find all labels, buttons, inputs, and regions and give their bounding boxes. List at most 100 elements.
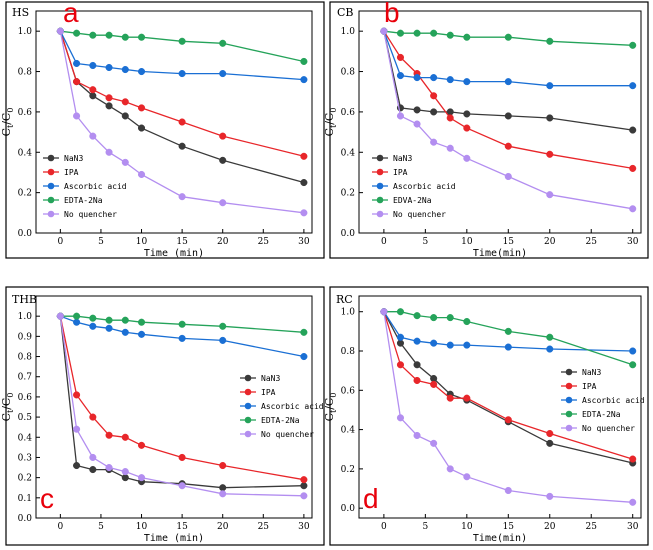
panel-a-x-tick-label: 20 <box>217 237 229 247</box>
panel-d-series-ascorbic-acid-point <box>504 343 512 351</box>
panel-b-series-nan3-point <box>546 114 554 122</box>
panel-c-series-nan3-point <box>121 474 129 482</box>
panel-b-y-tick-label: 0.0 <box>341 229 356 239</box>
panel-a-series-no-quencher-point <box>137 170 146 179</box>
panel-c-y-tick-label: 0.3 <box>18 453 33 463</box>
panel-d-series-no-quencher-line <box>383 311 633 503</box>
panel-c-series-no-quencher-point <box>56 312 64 320</box>
panel-b-legend-label: IPA <box>393 168 408 177</box>
panel-c-series-nan3-point <box>219 484 227 492</box>
panel-b-series-edva-2na-point <box>504 33 512 41</box>
panel-c-series-ascorbic-acid-point <box>105 324 113 332</box>
panel-a-series-no-quencher-point <box>121 158 129 166</box>
panel-c-y-axis-label-part: /C <box>0 398 13 410</box>
panel-a-series-edta-2na-point <box>73 29 81 37</box>
panel-d-legend: NaN3 IPA Ascorbic acid EDTA-2Na No quencher <box>561 368 645 433</box>
panel-d-series-no-quencher-point <box>629 498 637 506</box>
panel-d-x-tick-label: 25 <box>586 522 598 532</box>
panel-b-series-ascorbic-acid-point <box>396 72 405 80</box>
panel-a-plot-area <box>35 10 313 234</box>
panel-b-x-tick-label: 0 <box>381 237 387 247</box>
panel-d-series-no-quencher-point <box>430 439 438 447</box>
panel-b-series-ipa-point <box>430 92 438 100</box>
panel-b-series-no-quencher-point <box>629 205 637 213</box>
panel-d-series-no-quencher-point <box>504 486 512 495</box>
panel-d-legend-label: EDTA-2Na <box>582 410 621 419</box>
panel-c-series-ascorbic-acid-point <box>137 330 146 338</box>
panel-d-series-nan3-point <box>396 339 405 347</box>
panel-d-series-edta-2na-point <box>413 312 421 320</box>
panel-a-legend-label: IPA <box>64 168 79 177</box>
panel-a-y-tick-label: 0.6 <box>18 108 33 118</box>
panel-b-legend-label: EDVA-2Na <box>393 196 432 205</box>
panel-a-series-nan3-point <box>300 178 308 187</box>
panel-b-series-ascorbic-acid-point <box>629 82 637 90</box>
panel-a-y-tick-label: 0.4 <box>18 148 33 158</box>
panel-c-series-ipa-point <box>137 441 146 449</box>
panel-a-series-edta-2na-point <box>137 33 146 41</box>
panel-c-series-ascorbic-acid-point <box>300 352 308 361</box>
panel-a-y-axis-label-part: 0 <box>6 108 15 113</box>
panel-a-series-edta-2na-line <box>60 30 305 63</box>
panel-a-series-ipa-point <box>105 94 113 102</box>
panel-d-series-no-quencher-point <box>446 465 454 473</box>
panel-a-legend-label: NaN3 <box>64 154 83 163</box>
panel-c-series-nan3-point <box>300 482 308 490</box>
panel-a-series-nan3-point <box>137 124 146 132</box>
panel-b-series-ipa-point <box>463 124 471 132</box>
panel-d-series-ipa-point <box>546 429 554 438</box>
panel-c-series-no-quencher-point <box>300 492 308 500</box>
panel-b-y-axis-label-part: 0 <box>329 108 338 113</box>
panel-a-title: HS <box>12 6 29 19</box>
panel-b-legend-label: Ascorbic acid <box>393 182 456 191</box>
panel-c-y-tick-label: 0.2 <box>18 474 32 484</box>
panel-a-y-axis-label: Ct/C0 <box>0 108 15 137</box>
panel-b-series-nan3-point <box>463 110 471 118</box>
panel-a-series-nan3-point <box>219 156 227 164</box>
panel-d-legend-marker <box>565 424 573 432</box>
panel-d-series-edta-2na-point <box>504 327 512 335</box>
panel-a-series-nan3-point <box>121 112 129 120</box>
panel-a-series-ipa-point <box>121 98 129 106</box>
panel-b-x-tick-label: 10 <box>461 237 473 247</box>
panel-d-legend-label: IPA <box>582 382 597 391</box>
panel-c-series-ipa-point <box>121 433 129 441</box>
panel-b-y-tick-label: 0.2 <box>341 189 355 199</box>
panel-c-series-edta-2na-point <box>73 312 81 320</box>
panel-a-y-axis-label-part: t <box>6 124 15 128</box>
panel-d-series-ascorbic-acid-point <box>629 347 637 355</box>
panel-d-series-edta-2na-point <box>446 314 454 322</box>
panel-d-series-edta-2na-point <box>430 314 438 322</box>
panel-a-x-axis-label: Time (min) <box>144 248 204 259</box>
panel-c-series-ipa-point <box>219 461 227 470</box>
panel-d-legend-label: No quencher <box>582 424 635 433</box>
panel-d-series-ipa-point <box>413 376 421 385</box>
panel-b-y-tick-label: 0.4 <box>341 148 356 158</box>
panel-c-series-edta-2na-point <box>219 322 227 330</box>
panel-c-legend-marker <box>244 388 252 396</box>
panel-a-legend-marker <box>47 210 55 218</box>
panel-a-series-ascorbic-acid-point <box>219 70 227 78</box>
panel-b-y-tick-label: 0.6 <box>341 108 356 118</box>
panel-b-x-tick-label: 20 <box>544 237 556 247</box>
panel-a-x-tick-label: 5 <box>98 237 104 247</box>
panel-c-series-edta-2na-point <box>105 316 113 324</box>
panel-b-series-ascorbic-acid-point <box>413 74 421 82</box>
panel-a-series-ascorbic-acid-point <box>121 65 129 74</box>
panel-b-series-no-quencher-point <box>430 138 438 146</box>
panel-c-legend-marker <box>244 416 252 424</box>
panel-c-series-edta-2na-point <box>300 328 308 336</box>
panel-d-legend-marker <box>565 382 573 390</box>
panel-a-x-tick-label: 15 <box>176 237 188 247</box>
panel-b-series-nan3-point <box>504 112 512 120</box>
panel-b-series-edva-2na-point <box>396 29 405 37</box>
panel-a-x-tick-label: 0 <box>57 237 63 247</box>
panel-d-series-no-quencher-point <box>546 492 554 500</box>
panel-b-y-axis-label: Ct/C0 <box>323 108 338 137</box>
panel-c-series-ascorbic-acid-point <box>89 322 97 330</box>
panel-d: 0 5 10 15 20 25 30 0.0 0.2 0.4 0.6 0.8 1.0 Time(min) C… <box>323 286 649 546</box>
panel-d-y-tick-label: 0.8 <box>341 347 356 357</box>
panel-d-y-tick-label: 0.0 <box>341 504 356 514</box>
panel-b-legend-marker <box>376 210 384 218</box>
